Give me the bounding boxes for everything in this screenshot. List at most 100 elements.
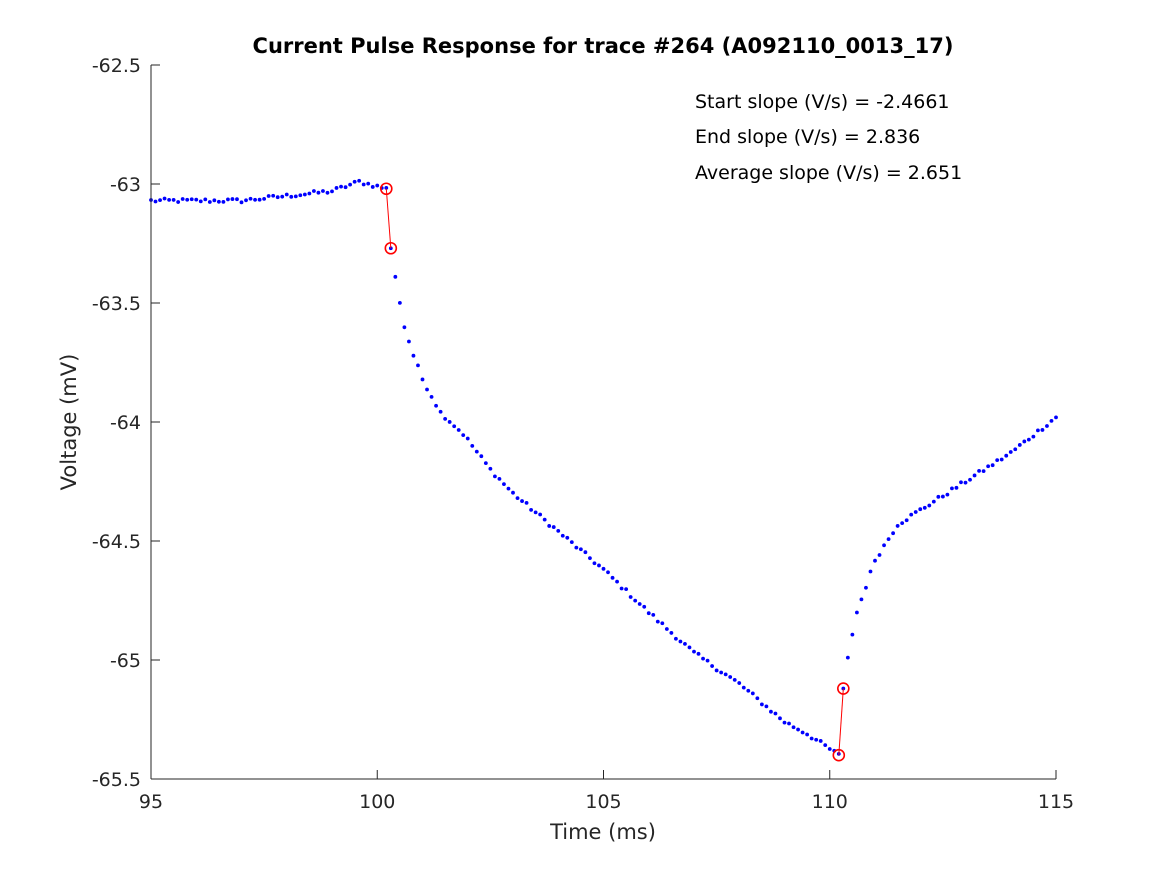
data-points [149, 178, 1058, 756]
data-point [931, 499, 936, 504]
data-point [913, 510, 918, 514]
data-point [755, 696, 760, 701]
slope-markers [379, 182, 850, 762]
data-point [330, 189, 334, 194]
data-point [606, 570, 610, 575]
data-point [574, 545, 579, 550]
data-point [1026, 437, 1031, 442]
data-point [361, 182, 366, 187]
chart-title: Current Pulse Response for trace #264 (A… [253, 34, 954, 58]
data-point [972, 473, 977, 478]
data-point [981, 469, 986, 474]
data-point [1049, 418, 1054, 423]
data-point [959, 480, 963, 485]
data-point [176, 200, 181, 204]
data-point [293, 194, 298, 199]
data-point [402, 325, 407, 330]
data-point [818, 739, 823, 743]
x-axis-label: Time (ms) [549, 820, 656, 844]
data-point [321, 189, 325, 193]
data-point [999, 457, 1004, 462]
y-tick-label: -62.5 [92, 55, 141, 77]
data-point [221, 200, 226, 204]
data-point [248, 196, 253, 201]
data-point [203, 197, 208, 202]
slope-marker [379, 182, 393, 196]
data-point [312, 189, 316, 193]
data-point [741, 685, 746, 690]
data-point [429, 394, 434, 399]
data-point [542, 517, 547, 522]
data-point [506, 486, 511, 491]
data-point [868, 569, 873, 574]
data-point [230, 197, 235, 201]
data-point [275, 195, 280, 200]
data-point [524, 500, 529, 505]
data-point [416, 363, 420, 368]
data-point [479, 454, 484, 459]
data-point [153, 199, 158, 204]
data-point [954, 485, 959, 490]
data-point [723, 672, 728, 677]
data-point [660, 621, 665, 626]
data-point [995, 458, 1000, 463]
data-point [533, 510, 538, 515]
data-point [859, 597, 864, 602]
data-point [714, 668, 719, 673]
data-point [511, 490, 515, 495]
data-point [642, 604, 647, 609]
data-point [1045, 424, 1049, 428]
data-point [289, 194, 294, 199]
slope-marker [832, 748, 846, 762]
data-point [588, 556, 592, 561]
x-tick-label: 115 [1038, 791, 1074, 813]
data-point [343, 185, 348, 190]
data-point [357, 178, 362, 183]
data-point [488, 466, 493, 471]
data-point [560, 533, 565, 538]
data-point [610, 575, 615, 580]
data-point [434, 403, 438, 408]
slope-line [385, 188, 392, 249]
x-tick-label: 100 [359, 791, 395, 813]
data-point [325, 190, 330, 195]
data-point [284, 192, 289, 197]
data-point [1022, 439, 1027, 444]
data-point [968, 477, 972, 482]
data-point [986, 464, 991, 469]
data-point [583, 550, 588, 555]
data-point [628, 595, 633, 599]
data-point [619, 586, 624, 591]
y-tick-label: -64 [110, 412, 141, 434]
data-point [1031, 434, 1036, 439]
y-tick-label: -64.5 [92, 531, 141, 553]
data-point [773, 711, 778, 716]
data-point [162, 196, 167, 201]
data-point [633, 598, 638, 603]
data-point [655, 619, 660, 624]
data-point [316, 190, 321, 195]
data-point [456, 428, 461, 432]
data-point [257, 197, 262, 202]
data-point [411, 353, 416, 358]
data-point [936, 494, 941, 499]
data-point [366, 181, 371, 186]
data-point [407, 339, 411, 344]
data-point [814, 737, 819, 742]
data-point [1036, 428, 1040, 433]
data-point [796, 727, 800, 732]
data-point [900, 521, 905, 525]
data-point [877, 553, 882, 557]
data-point [438, 409, 443, 414]
data-point [384, 186, 389, 190]
data-point [823, 743, 828, 748]
data-point [927, 503, 932, 508]
data-point [452, 424, 457, 429]
annotation-average-slope: Average slope (V/s) = 2.651 [695, 162, 962, 184]
data-point [158, 198, 162, 202]
slope-marker [384, 241, 398, 255]
data-point [226, 197, 230, 202]
data-point [873, 558, 877, 563]
data-point [963, 480, 968, 485]
data-point [1008, 450, 1013, 454]
